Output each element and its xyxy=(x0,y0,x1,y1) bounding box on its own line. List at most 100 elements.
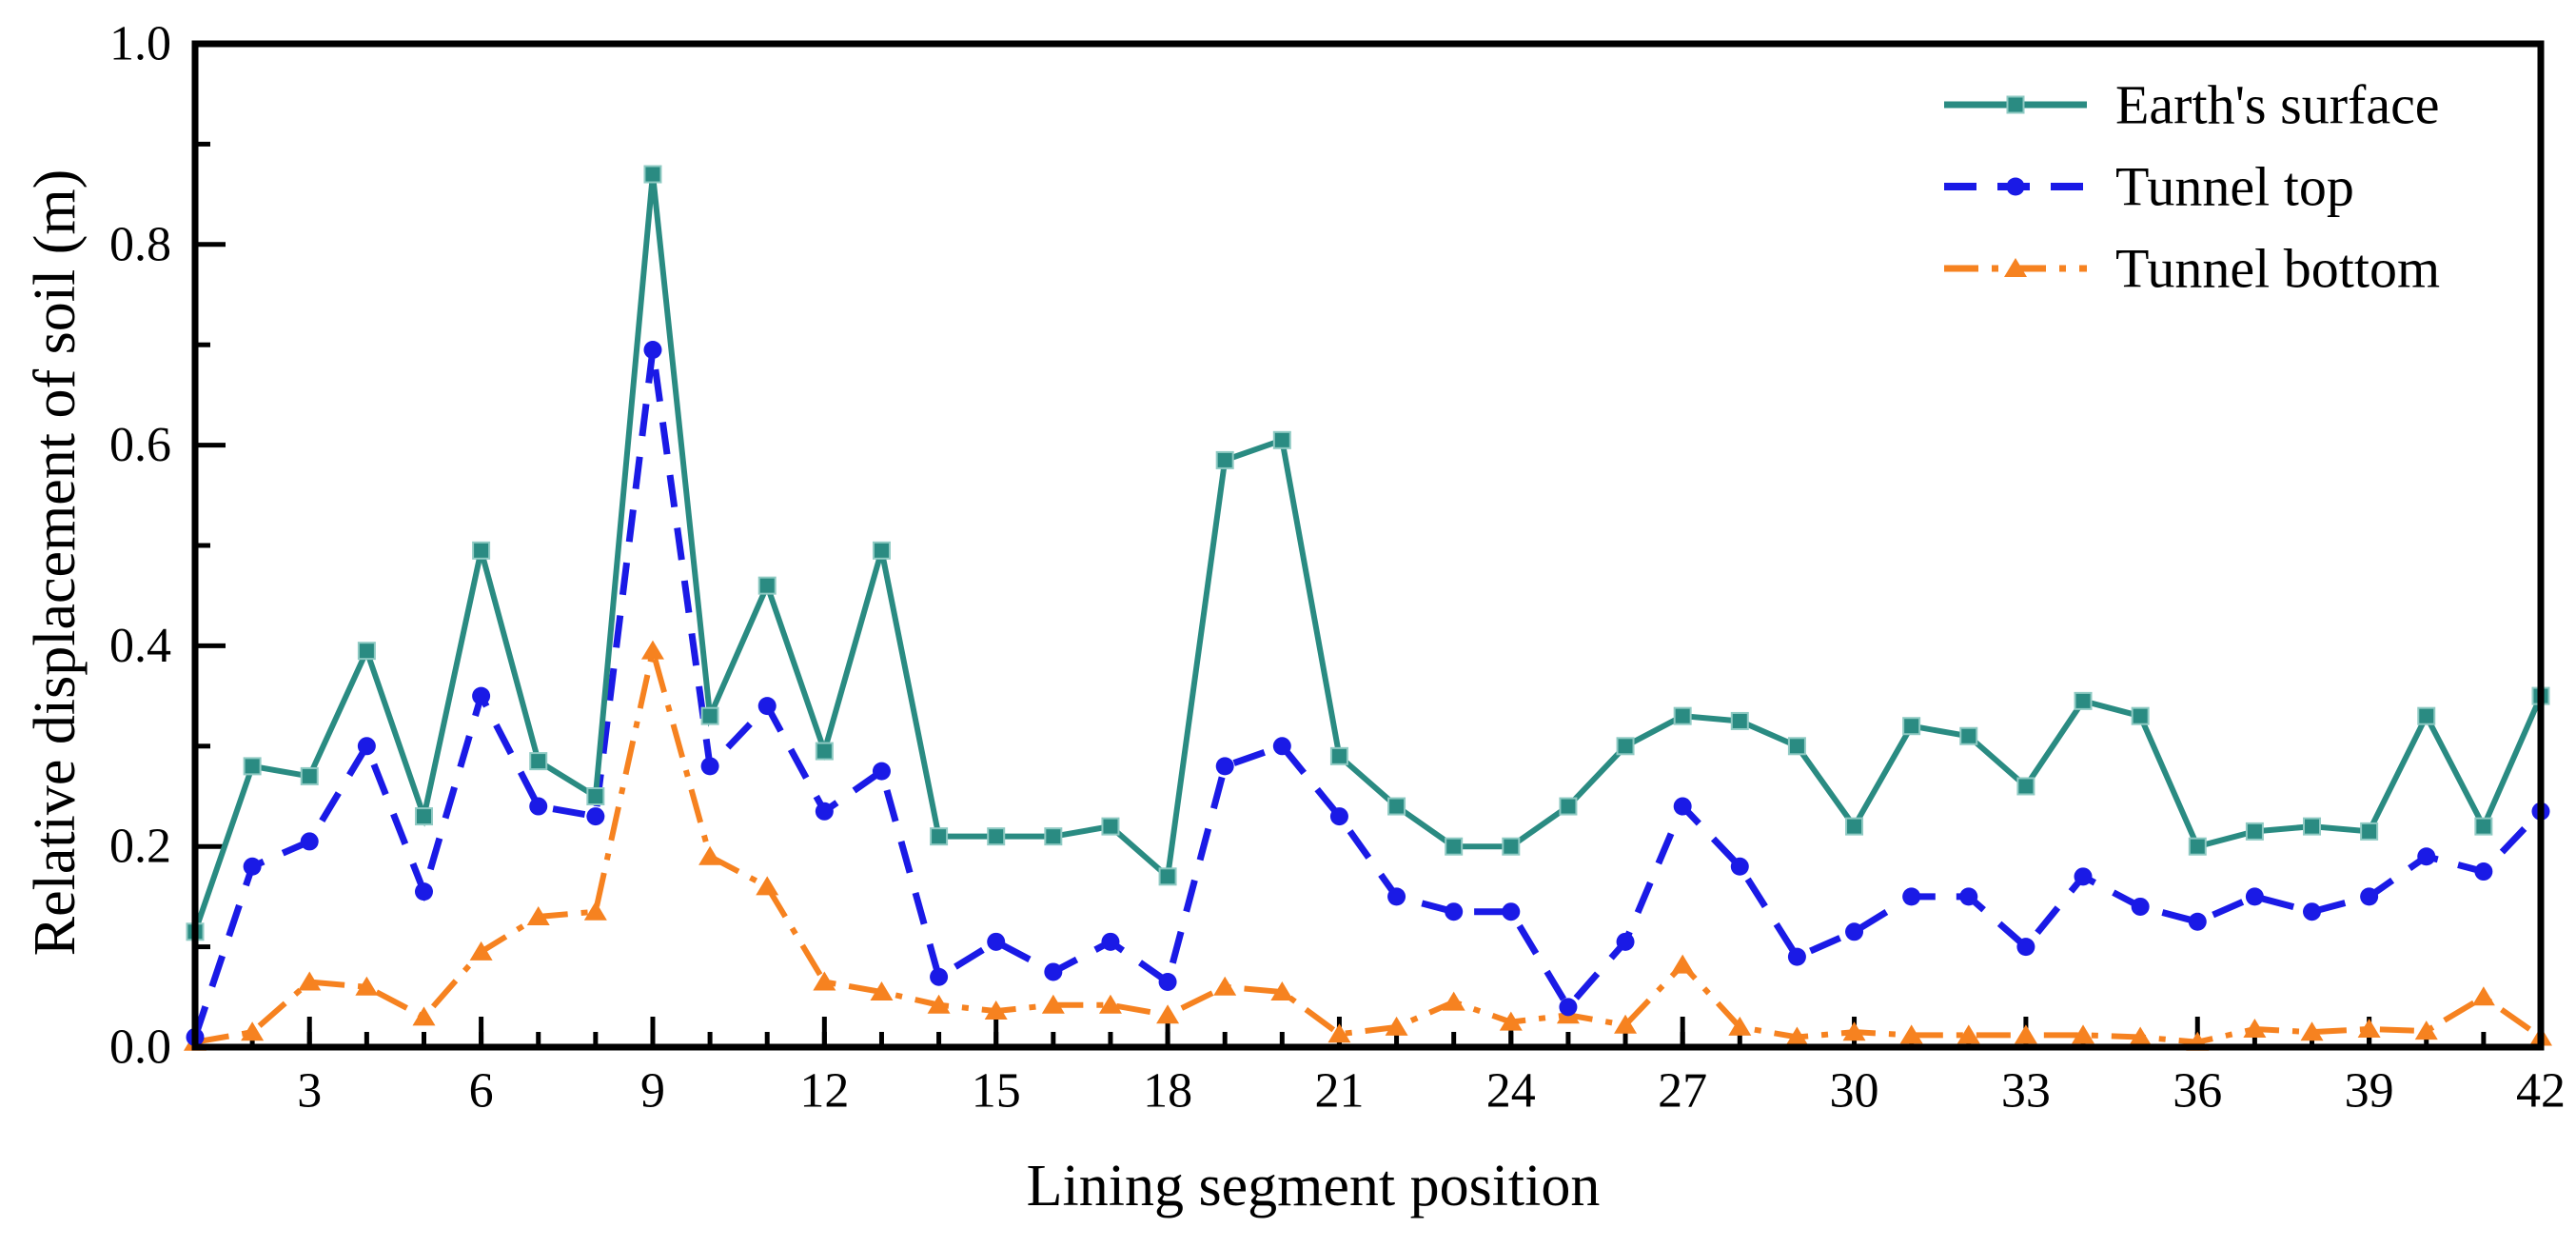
x-tick-label: 18 xyxy=(1143,1064,1192,1119)
data-point-marker xyxy=(1329,807,1348,826)
data-point-marker xyxy=(872,762,891,781)
data-point-marker xyxy=(1959,726,1978,745)
y-tick-label: 0.8 xyxy=(109,217,171,271)
data-point-marker xyxy=(1559,998,1578,1017)
series-tunnel-top xyxy=(186,340,2550,1046)
series-line-tunnel-top xyxy=(191,348,2544,1039)
data-point-marker xyxy=(987,827,1006,846)
data-point-marker xyxy=(2245,887,2264,906)
data-point-marker xyxy=(243,757,262,776)
data-point-marker xyxy=(1673,797,1692,816)
legend-marker-sample xyxy=(2004,258,2027,277)
data-point-marker xyxy=(1445,837,1464,856)
legend-item-earths-surface: Earth's surface xyxy=(1944,74,2440,136)
data-point-marker xyxy=(1158,972,1177,991)
data-point-marker xyxy=(1098,994,1122,1014)
data-point-marker xyxy=(1215,757,1234,776)
data-point-marker xyxy=(2474,862,2493,882)
legend-swatch-tunnel-bottom xyxy=(1944,258,2087,277)
data-point-marker xyxy=(1614,1014,1638,1034)
series-markers-tunnel-top xyxy=(186,340,2550,1046)
data-point-marker xyxy=(1445,902,1464,921)
data-point-marker xyxy=(472,541,491,560)
data-point-marker xyxy=(1899,1024,1923,1044)
data-point-marker xyxy=(2074,691,2093,710)
data-point-marker xyxy=(1158,867,1177,886)
data-point-marker xyxy=(700,706,719,725)
data-point-marker xyxy=(930,967,949,986)
data-point-marker xyxy=(930,827,949,846)
x-tick-label: 12 xyxy=(799,1064,849,1119)
legend-label-earths-surface: Earth's surface xyxy=(2115,74,2440,136)
data-point-marker xyxy=(1387,797,1406,816)
data-point-marker xyxy=(1387,887,1406,906)
data-point-marker xyxy=(1845,817,1864,836)
data-point-marker xyxy=(698,845,722,865)
series-markers-tunnel-bottom xyxy=(184,640,2552,1051)
x-tick-label: 24 xyxy=(1486,1064,1536,1119)
data-point-marker xyxy=(529,797,548,816)
data-point-marker xyxy=(1902,887,1921,906)
data-point-marker xyxy=(300,832,319,851)
plot-frame xyxy=(191,40,2545,1051)
data-point-marker xyxy=(2016,938,2035,957)
data-point-marker xyxy=(1902,717,1921,736)
legend-marker-sample xyxy=(2006,177,2025,196)
data-point-marker xyxy=(586,807,605,826)
data-point-marker xyxy=(2360,887,2379,906)
data-point-marker xyxy=(1673,706,1692,725)
x-tick-label: 30 xyxy=(1830,1064,1879,1119)
data-point-marker xyxy=(243,857,262,876)
data-point-marker xyxy=(1101,932,1120,951)
data-point-marker xyxy=(643,340,662,359)
data-point-marker xyxy=(815,802,834,821)
x-tick-label: 33 xyxy=(2001,1064,2051,1119)
series-line-earth-s-surface xyxy=(192,173,2544,933)
x-tick-label: 3 xyxy=(297,1064,322,1119)
data-point-marker xyxy=(1616,737,1635,756)
data-point-marker xyxy=(2303,817,2322,836)
x-tick-label: 21 xyxy=(1314,1064,1364,1119)
x-tick-label: 36 xyxy=(2173,1064,2222,1119)
data-point-marker xyxy=(1272,737,1291,756)
x-tick-label: 39 xyxy=(2345,1064,2394,1119)
data-point-marker xyxy=(757,576,777,595)
y-tick-label: 0.4 xyxy=(109,619,171,673)
data-point-marker xyxy=(2131,706,2150,725)
y-tick-label: 0.2 xyxy=(109,820,171,874)
data-point-marker xyxy=(2016,777,2035,796)
data-point-marker xyxy=(1156,1004,1180,1024)
data-point-marker xyxy=(2188,837,2207,856)
data-point-marker xyxy=(1502,902,1521,921)
y-tick-label: 0.0 xyxy=(109,1020,171,1075)
series-line-tunnel-bottom xyxy=(194,649,2543,1045)
x-tick-label: 27 xyxy=(1658,1064,1707,1119)
data-point-marker xyxy=(2471,986,2495,1006)
data-point-marker xyxy=(1730,857,1749,876)
data-point-marker xyxy=(813,971,836,991)
data-point-marker xyxy=(2243,1019,2267,1039)
series-markers-earth-s-surface xyxy=(186,165,2550,941)
data-point-marker xyxy=(1787,737,1806,756)
data-point-marker xyxy=(1385,1016,1408,1036)
data-point-marker xyxy=(412,1006,436,1026)
data-point-marker xyxy=(1044,827,1063,846)
data-point-marker xyxy=(870,981,894,1001)
data-point-marker xyxy=(1270,981,1294,1001)
data-point-marker xyxy=(469,941,493,961)
data-point-marker xyxy=(643,165,662,184)
data-point-marker xyxy=(1215,450,1234,469)
data-point-marker xyxy=(2245,822,2264,841)
data-point-marker xyxy=(700,757,719,776)
data-point-marker xyxy=(1671,954,1695,974)
data-point-marker xyxy=(355,976,379,996)
data-point-marker xyxy=(298,971,322,991)
data-point-marker xyxy=(2357,1019,2381,1039)
data-point-marker xyxy=(414,807,433,826)
data-point-marker xyxy=(815,742,834,761)
plot-area: 3 6 9 12 15 18 21 24 27 30 33 36 39 420.00.20.40.60.8… xyxy=(109,17,2566,1119)
data-point-marker xyxy=(1442,991,1465,1011)
data-point-marker xyxy=(2417,847,2436,866)
